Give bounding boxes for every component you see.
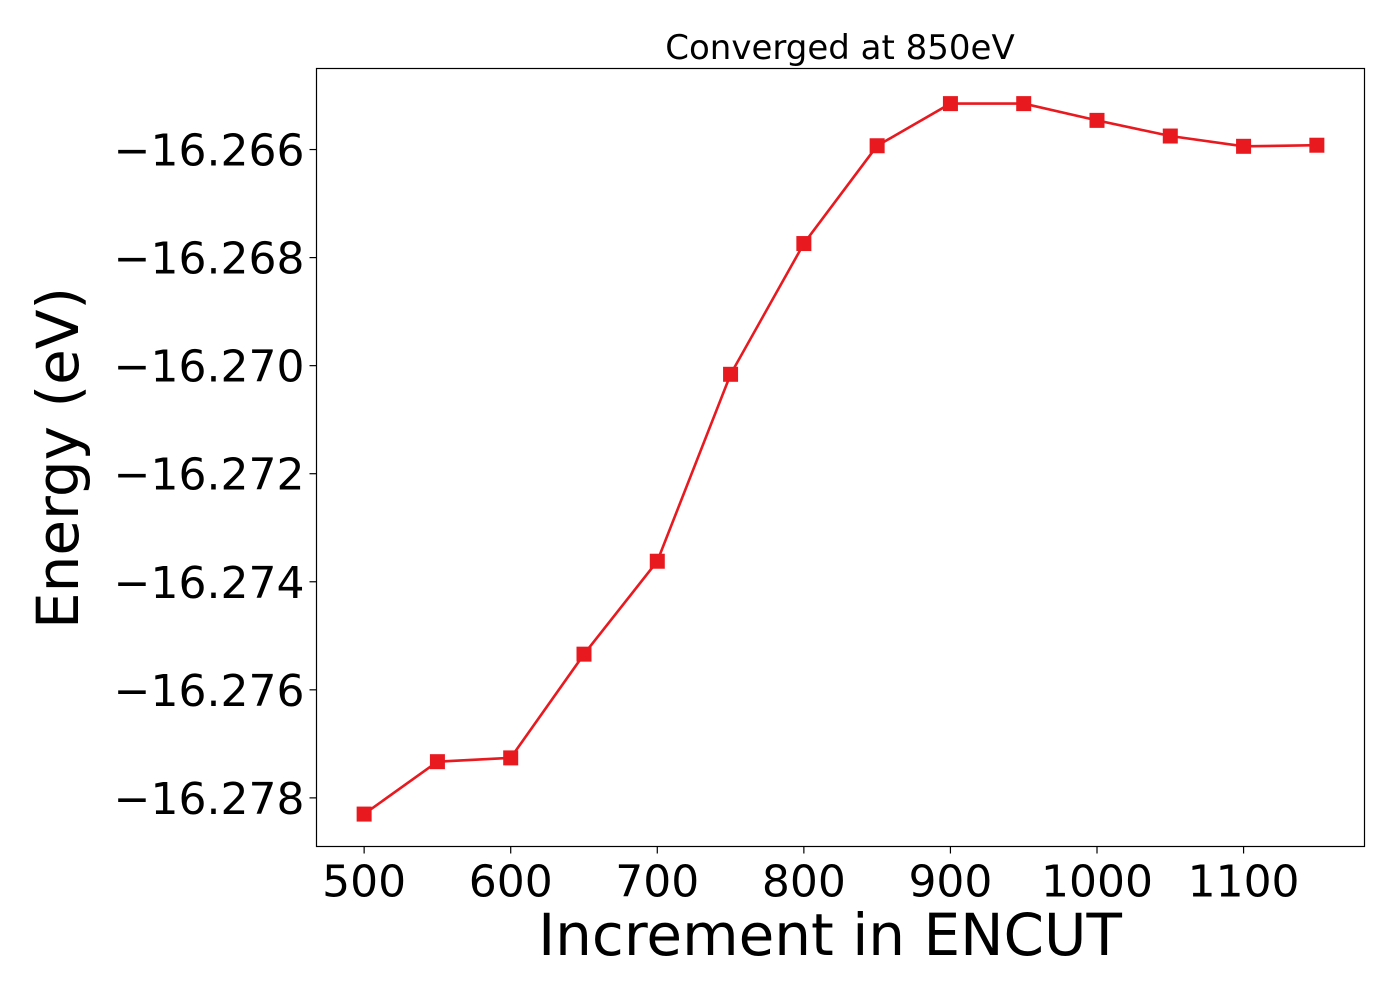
y-tick-label: −16.276 [114, 666, 305, 717]
x-tick-label: 700 [615, 857, 699, 908]
data-point [1309, 137, 1325, 153]
y-tick-label: −16.268 [114, 234, 305, 285]
y-axis-label: Energy (eV) [24, 287, 92, 629]
data-point [1089, 112, 1105, 128]
data-point [723, 366, 739, 382]
data-point [1236, 138, 1252, 154]
x-tick-label: 1000 [1041, 857, 1153, 908]
x-tick-label: 600 [469, 857, 553, 908]
data-point [649, 553, 665, 569]
y-tick-label: −16.270 [114, 342, 305, 393]
y-axis: −16.266 −16.268 −16.270 −16.272 −16.274 −16.2… [114, 126, 317, 825]
data-point [1162, 128, 1178, 144]
data-point [503, 750, 519, 766]
chart-title: Converged at 850eV [665, 28, 1014, 68]
y-tick-label: −16.274 [114, 558, 305, 609]
series-layer [356, 96, 1325, 822]
series-line [363, 102, 1317, 816]
data-point [796, 236, 812, 252]
x-axis: 500 600 700 800 900 1000 1100 [322, 846, 1300, 908]
x-tick-label: 900 [908, 857, 992, 908]
x-tick-label: 1100 [1188, 857, 1300, 908]
data-point [942, 96, 958, 112]
data-point [869, 138, 885, 154]
y-tick-label: −16.278 [114, 774, 305, 825]
x-tick-label: 800 [762, 857, 846, 908]
x-axis-label: Increment in ENCUT [538, 901, 1122, 969]
y-tick-label: −16.266 [114, 126, 305, 177]
data-point [356, 806, 372, 822]
data-point [429, 754, 445, 770]
y-tick-label: −16.272 [114, 450, 305, 501]
plot-area [315, 67, 1366, 848]
x-tick-label: 500 [322, 857, 406, 908]
data-point [1016, 96, 1032, 112]
data-point [576, 646, 592, 662]
